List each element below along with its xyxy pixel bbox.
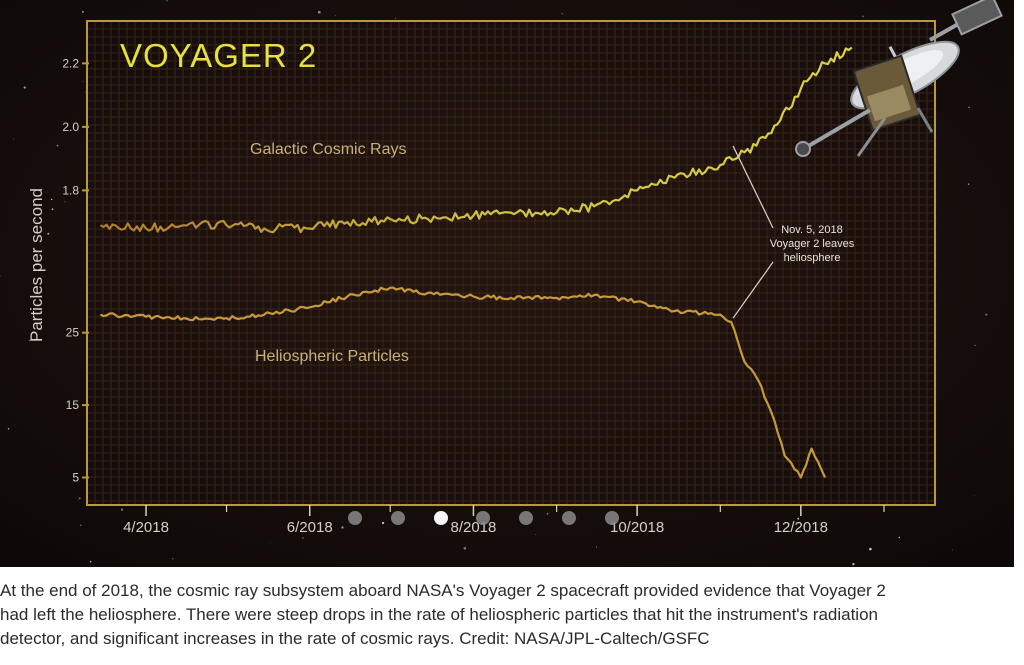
y-tick-label: 5	[72, 471, 79, 485]
star	[78, 497, 81, 500]
star	[951, 549, 953, 551]
star	[7, 428, 10, 430]
star	[869, 547, 872, 551]
annotation-leader-line	[732, 261, 774, 319]
star	[56, 144, 59, 147]
figure-background	[0, 0, 1014, 567]
voyager-figure: 1.8 2.0 2.2 5 15 25 4/2018 6/2018 8/2018 10/2018…	[0, 0, 1014, 567]
voyager-2-chart: 1.8 2.0 2.2 5 15 25 4/2018 6/2018 8/2018 10/2018…	[0, 0, 1014, 567]
y-axis-label: Particles per second	[27, 188, 46, 342]
annotation-layer: Nov. 5, 2018 Voyager 2 leaves heliosphere	[732, 145, 855, 319]
x-tick-label: 4/2018	[123, 519, 169, 536]
star	[51, 198, 53, 201]
star	[0, 275, 1, 277]
x-tick-label: 12/2018	[774, 519, 828, 536]
star	[546, 512, 549, 515]
series-layer	[99, 46, 853, 479]
star	[797, 517, 800, 520]
heliospheric-series-label: Heliospheric Particles	[255, 348, 409, 365]
star	[862, 15, 864, 18]
annotation-leader-line	[732, 145, 774, 229]
chart-title: VOYAGER 2	[120, 37, 317, 74]
star	[165, 0, 168, 2]
star	[334, 15, 336, 16]
voyager-spacecraft-illustration	[795, 0, 1003, 157]
carousel-dot-5[interactable]	[519, 511, 534, 525]
starfield	[0, 0, 987, 565]
star	[301, 537, 304, 539]
star	[82, 81, 84, 83]
x-axis-ticks: 4/2018 6/2018 8/2018 10/2018 12/2018	[123, 505, 885, 536]
carousel-dot-7[interactable]	[604, 511, 619, 525]
y-tick-label: 2.0	[62, 120, 79, 134]
star	[463, 547, 467, 550]
carousel-dot-1[interactable]	[348, 511, 362, 525]
image-caption: At the end of 2018, the cosmic ray subsy…	[0, 581, 886, 648]
star	[23, 86, 26, 89]
cosmic-rays-line	[99, 46, 853, 234]
star	[967, 183, 970, 185]
star	[395, 17, 396, 19]
carousel-dot-6[interactable]	[562, 511, 576, 525]
star	[29, 339, 31, 342]
star	[89, 560, 92, 563]
star	[317, 10, 321, 14]
y-tick-label: 2.2	[62, 56, 79, 70]
star	[120, 508, 124, 511]
star	[577, 517, 579, 519]
star	[64, 201, 66, 203]
star	[974, 344, 976, 347]
star	[535, 534, 536, 536]
star	[852, 562, 855, 566]
star	[172, 558, 174, 560]
x-tick-label: 6/2018	[287, 519, 333, 536]
star	[77, 499, 79, 500]
star	[51, 208, 54, 211]
carousel-dot-3[interactable]	[433, 511, 448, 525]
carousel-dot-2[interactable]	[390, 511, 405, 525]
x-tick-label: 10/2018	[610, 519, 664, 536]
star	[80, 524, 82, 526]
star	[82, 11, 84, 13]
annotation-text-line: Nov. 5, 2018	[781, 224, 843, 236]
star	[973, 495, 975, 497]
star	[898, 536, 901, 539]
x-tick-label: 8/2018	[450, 519, 496, 536]
annotation-text-line: heliosphere	[784, 252, 841, 264]
star	[985, 313, 988, 316]
star	[47, 232, 50, 235]
carousel-dot-4[interactable]	[476, 511, 491, 525]
star	[595, 546, 598, 548]
plot-frame	[86, 20, 936, 506]
y-axis-ticks: 1.8 2.0 2.2 5 15 25	[62, 56, 89, 485]
cosmic-rays-series-label: Galactic Cosmic Rays	[250, 141, 406, 158]
carousel-dots	[0, 511, 1014, 527]
star	[968, 106, 970, 108]
annotation-text-line: Voyager 2 leaves	[770, 238, 855, 250]
star	[35, 220, 37, 222]
star	[341, 526, 344, 529]
star	[13, 138, 15, 140]
star	[381, 521, 385, 525]
heliospheric-particles-line	[99, 286, 827, 479]
star	[561, 13, 563, 15]
y-tick-label: 25	[66, 326, 80, 340]
y-tick-label: 15	[66, 398, 80, 412]
y-tick-label: 1.8	[62, 183, 79, 197]
star	[270, 541, 271, 543]
